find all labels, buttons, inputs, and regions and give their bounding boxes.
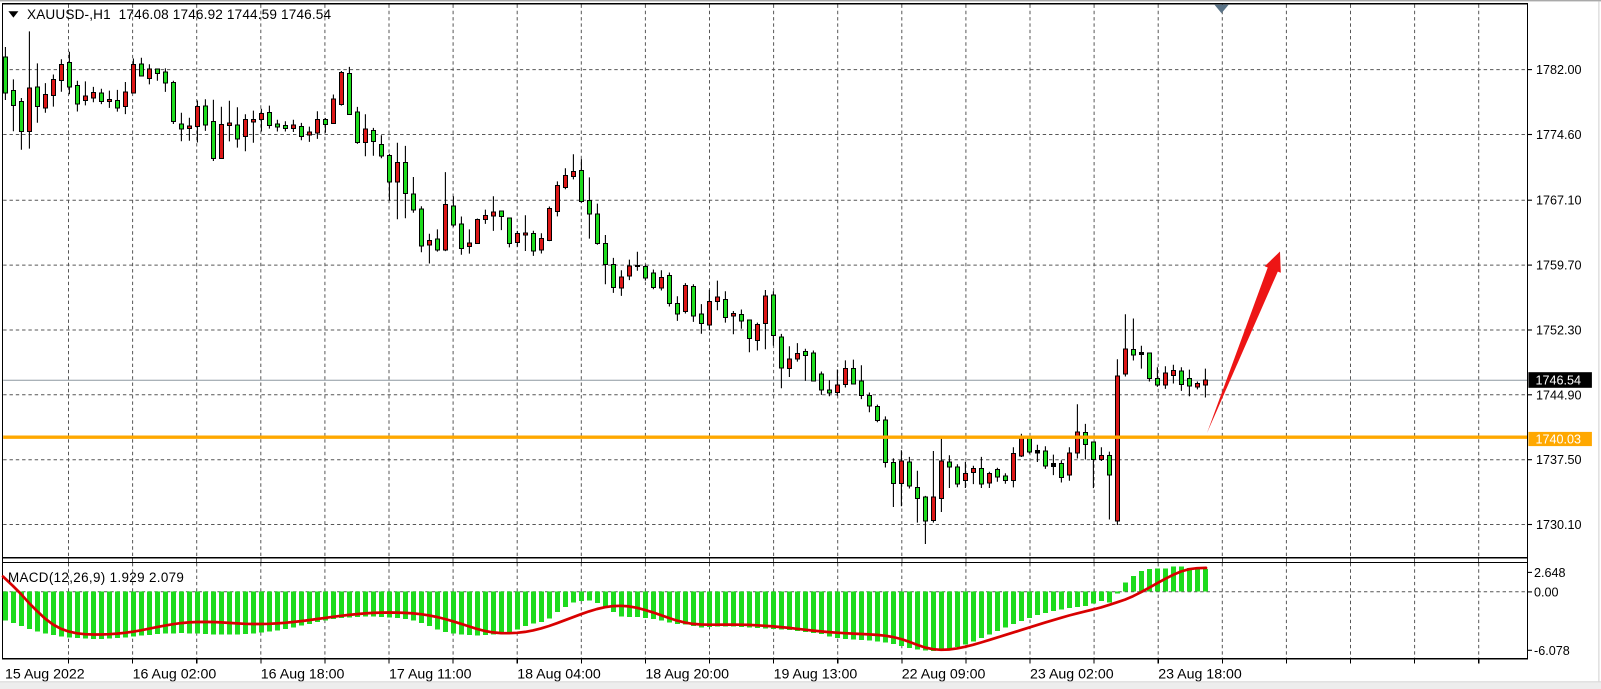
svg-text:1752.30: 1752.30: [1536, 324, 1582, 338]
svg-text:XAUUSD-,H1 1746.08 1746.92 17: XAUUSD-,H1 1746.08 1746.92 1744.59 1746.…: [27, 7, 332, 22]
svg-text:0.00: 0.00: [1534, 585, 1559, 599]
svg-text:1782.00: 1782.00: [1536, 63, 1582, 77]
svg-text:18 Aug 04:00: 18 Aug 04:00: [517, 667, 601, 683]
svg-text:1746.54: 1746.54: [1536, 374, 1582, 388]
svg-text:1767.10: 1767.10: [1536, 194, 1582, 208]
svg-text:18 Aug 20:00: 18 Aug 20:00: [645, 667, 729, 683]
svg-text:1774.60: 1774.60: [1536, 128, 1582, 142]
svg-text:2.648: 2.648: [1534, 566, 1566, 580]
svg-text:17 Aug 11:00: 17 Aug 11:00: [389, 667, 472, 683]
svg-text:16 Aug 18:00: 16 Aug 18:00: [261, 667, 345, 683]
svg-text:16 Aug 02:00: 16 Aug 02:00: [133, 667, 217, 683]
svg-text:1759.70: 1759.70: [1536, 259, 1582, 273]
svg-text:-6.078: -6.078: [1534, 644, 1570, 658]
svg-text:1744.90: 1744.90: [1536, 388, 1582, 402]
svg-text:22 Aug 09:00: 22 Aug 09:00: [902, 667, 986, 683]
svg-text:1740.03: 1740.03: [1536, 432, 1582, 446]
svg-text:23 Aug 02:00: 23 Aug 02:00: [1030, 667, 1114, 683]
svg-text:1730.10: 1730.10: [1536, 518, 1582, 532]
svg-text:23 Aug 18:00: 23 Aug 18:00: [1158, 667, 1242, 683]
svg-text:1737.50: 1737.50: [1536, 453, 1582, 467]
svg-text:MACD(12,26,9) 1.929 2.079: MACD(12,26,9) 1.929 2.079: [8, 570, 184, 585]
svg-text:19 Aug 13:00: 19 Aug 13:00: [774, 667, 858, 683]
svg-text:15 Aug 2022: 15 Aug 2022: [5, 667, 85, 683]
